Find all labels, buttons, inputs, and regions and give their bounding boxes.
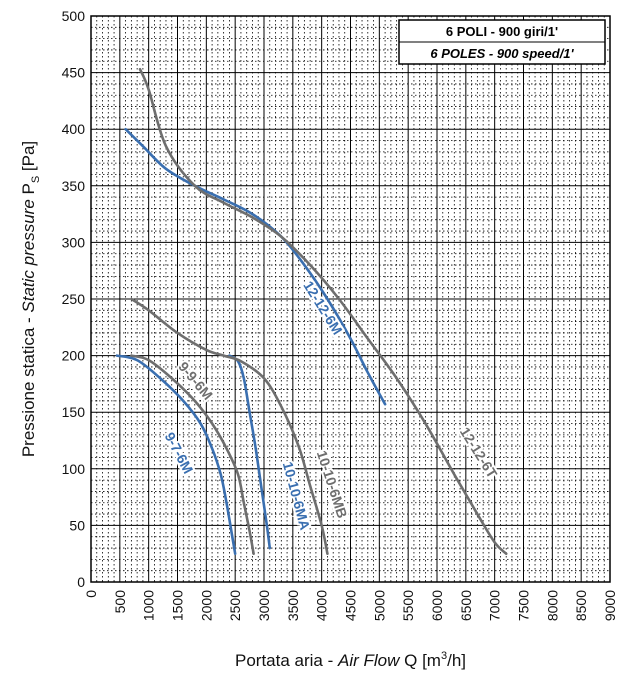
series-label-12-12-6M: 12-12-6M — [300, 278, 345, 337]
x-tick-label: 0 — [83, 590, 99, 598]
x-tick-label: 9000 — [602, 590, 618, 621]
x-tick-label: 4000 — [314, 590, 330, 621]
x-tick-label: 8000 — [544, 590, 560, 621]
legend: 6 POLI - 900 giri/1' 6 POLES - 900 speed… — [398, 19, 606, 65]
x-tick-label: 2000 — [198, 590, 214, 621]
series-9-7-6M-line — [115, 354, 237, 555]
x-tick-label: 5500 — [400, 590, 416, 621]
series-label-9-9-6M: 9-9-6M — [175, 359, 216, 403]
y-tick-label: 300 — [62, 234, 86, 250]
plot-frame — [90, 15, 611, 583]
x-tick-label: 3000 — [256, 590, 272, 621]
legend-line-1: 6 POLI - 900 giri/1' — [446, 24, 558, 39]
x-tick-label: 4500 — [343, 590, 359, 621]
grid — [90, 15, 611, 583]
y-tick-label: 450 — [62, 65, 86, 81]
x-axis-title: Portata aria - Air Flow Q [m3/h] — [235, 650, 466, 670]
y-axis-title: Pressione statica - Static pressure PS [… — [19, 141, 42, 457]
x-tick-label: 500 — [112, 590, 128, 614]
x-tick-label: 7500 — [516, 590, 532, 621]
y-tick-label: 200 — [62, 348, 86, 364]
y-tick-label: 250 — [62, 291, 86, 307]
x-tick-label: 1500 — [170, 590, 186, 621]
series-12-12-6T-line — [138, 67, 508, 555]
series-12-12-6M-line — [124, 127, 387, 406]
series-layer — [115, 67, 508, 555]
y-tick-label: 150 — [62, 404, 86, 420]
y-tick-label: 50 — [69, 517, 85, 533]
series-10-10-6MB-line — [130, 297, 329, 555]
x-tick-label: 2500 — [227, 590, 243, 621]
x-tick-label: 8500 — [573, 590, 589, 621]
x-tick-label: 6000 — [429, 590, 445, 621]
x-tick-label: 3500 — [285, 590, 301, 621]
legend-line-2: 6 POLES - 900 speed/1' — [430, 46, 574, 61]
y-tick-label: 350 — [62, 178, 86, 194]
x-tick-label: 1000 — [141, 590, 157, 621]
series-10-10-6MA-line — [228, 354, 272, 550]
y-tick-label: 100 — [62, 461, 86, 477]
x-tick-label: 6500 — [458, 590, 474, 621]
y-tick-label: 400 — [62, 121, 86, 137]
series-label-10-10-6MA: 10-10-6MA — [280, 460, 314, 532]
x-tick-label: 5000 — [371, 590, 387, 621]
y-tick-label: 500 — [62, 8, 86, 24]
y-tick-label: 0 — [77, 574, 85, 590]
x-tick-label: 7000 — [487, 590, 503, 621]
series-9-9-6M-line — [130, 354, 255, 555]
